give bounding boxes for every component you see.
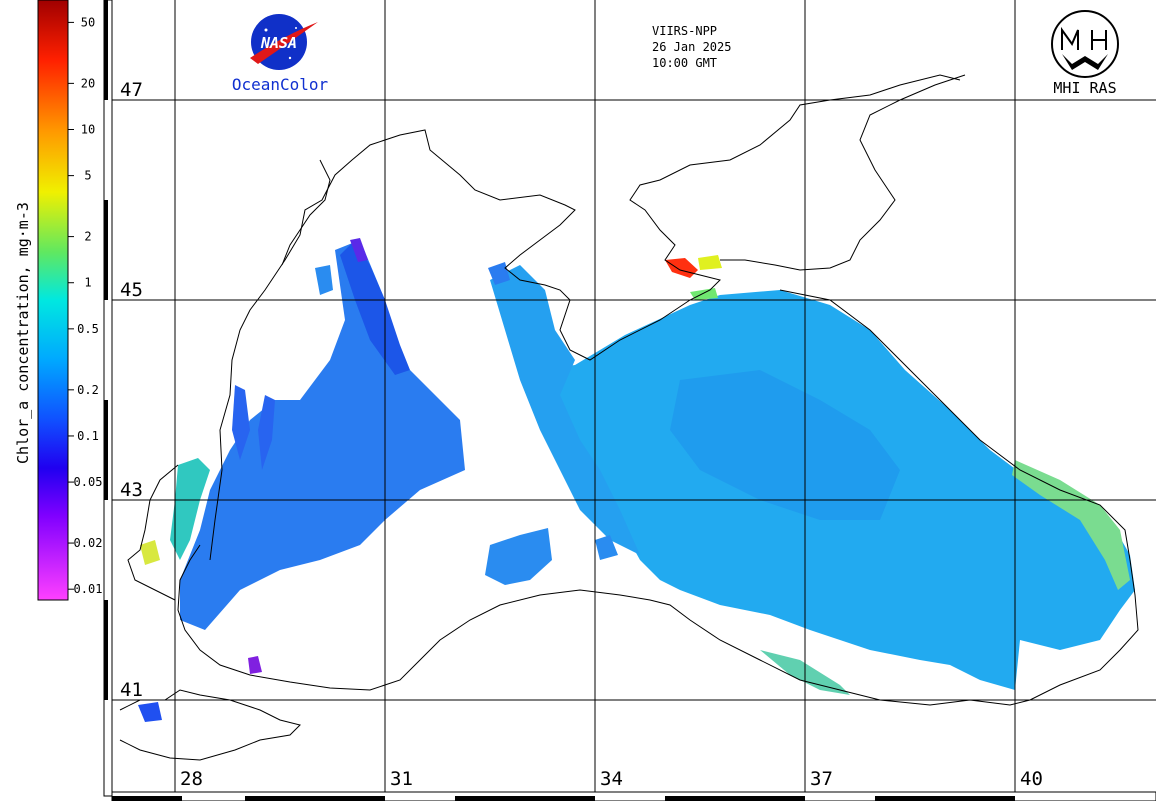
colorbar-tick-label: 0.2 xyxy=(77,383,99,397)
azov-coast-red xyxy=(665,258,698,278)
west-coastal-streak-2 xyxy=(258,395,275,470)
odessa-patch xyxy=(315,265,333,295)
sea-chlorophyll xyxy=(138,238,1135,722)
lat-label: 47 xyxy=(120,79,143,101)
lat-label: 45 xyxy=(120,279,143,301)
lon-label: 40 xyxy=(1020,768,1043,790)
header: VIIRS-NPP 26 Jan 2025 10:00 GMT xyxy=(652,24,731,70)
marmara-patch xyxy=(138,702,162,722)
colorbar-tick-label: 0.01 xyxy=(74,582,103,596)
sensor-name: VIIRS-NPP xyxy=(652,24,717,38)
lat-label: 43 xyxy=(120,479,143,501)
colorbar-tick-label: 20 xyxy=(81,76,95,90)
frame-scale xyxy=(103,0,1156,801)
lon-label: 34 xyxy=(600,768,623,790)
southern-patch-1 xyxy=(485,528,552,585)
lon-label: 28 xyxy=(180,768,203,790)
central-dark-patch xyxy=(670,370,900,520)
colorbar-tick-label: 0.1 xyxy=(77,429,99,443)
colorbar-tick-label: 10 xyxy=(81,122,95,136)
shelf-violet-edge xyxy=(350,238,368,262)
marmara-coast xyxy=(119,689,301,761)
lon-label: 31 xyxy=(390,768,413,790)
lat-label: 41 xyxy=(120,679,143,701)
colorbar-tick-label: 0.02 xyxy=(74,536,103,550)
mhi-logo: MHI RAS xyxy=(1051,10,1119,97)
azov-coast xyxy=(720,74,966,271)
colorbar: Chlor_a concentration, mg·m-3 50 20 10 5 2 1 0… xyxy=(14,0,102,601)
danube-delta-coast xyxy=(281,159,331,266)
oceancolor-text: OceanColor xyxy=(232,75,329,94)
colorbar-tick-label: 1 xyxy=(84,276,91,290)
image-time: 10:00 GMT xyxy=(652,56,717,70)
nasa-logo: NASA OceanColor xyxy=(232,14,329,94)
azov-coast-yellow xyxy=(698,255,722,270)
shelf-dark-streak xyxy=(340,240,410,375)
nasa-swoosh-icon xyxy=(250,22,318,64)
colorbar-title: Chlor_a concentration, mg·m-3 xyxy=(14,202,32,464)
colorbar-tick-label: 2 xyxy=(84,230,91,244)
colorbar-tick-label: 0.5 xyxy=(77,322,99,336)
colorbar-tick-label: 50 xyxy=(81,15,95,29)
colorbar-tick-label: 0.05 xyxy=(74,475,103,489)
colorbar-ticks: 50 20 10 5 2 1 0.5 0.2 0.1 0.05 0.02 0.01 xyxy=(68,15,102,596)
bulgaria-coast xyxy=(127,464,179,601)
colorbar-gradient xyxy=(37,0,69,601)
lon-label: 37 xyxy=(810,768,833,790)
western-basin-water xyxy=(180,240,465,630)
bosphorus-violet xyxy=(248,656,262,674)
west-coastal-streak-1 xyxy=(232,385,250,460)
mhi-text: MHI RAS xyxy=(1053,79,1116,97)
west-coastal-strip xyxy=(170,458,210,560)
graticule xyxy=(112,0,1156,792)
longitude-labels: 28 31 34 37 40 xyxy=(180,768,1043,790)
nasa-text: NASA xyxy=(260,34,297,52)
central-tongue-water xyxy=(490,265,640,555)
latitude-labels: 47 45 43 41 xyxy=(120,79,143,701)
image-date: 26 Jan 2025 xyxy=(652,40,731,54)
northwest-small-patch xyxy=(488,262,510,285)
bulgaria-coast-yellow xyxy=(140,540,160,565)
northwest-coast xyxy=(209,74,961,561)
southern-patch-2 xyxy=(595,535,618,560)
caucasus-coast-green xyxy=(1012,460,1130,590)
colorbar-tick-label: 5 xyxy=(84,169,91,183)
